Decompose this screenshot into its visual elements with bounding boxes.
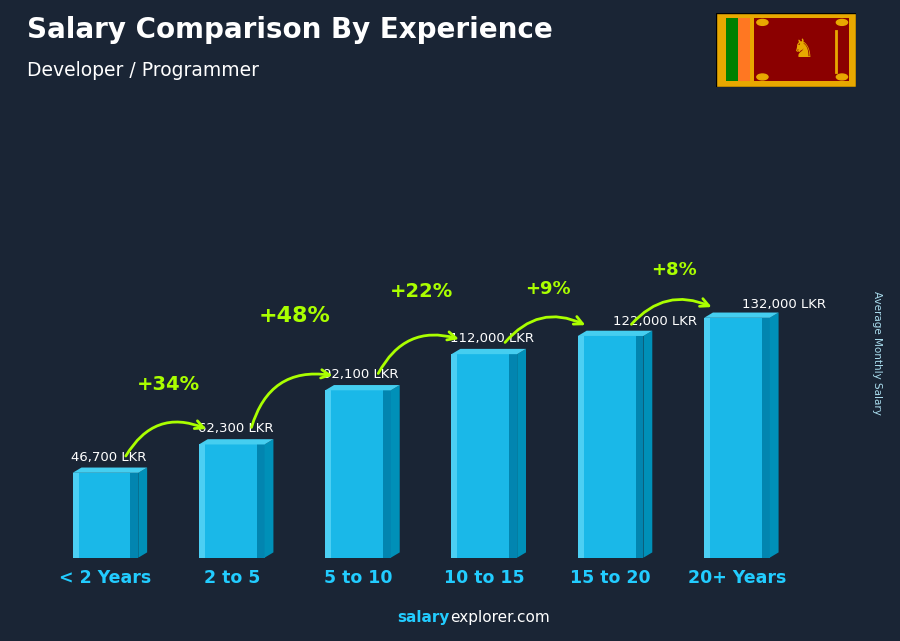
Bar [578,336,644,558]
Text: +34%: +34% [137,375,200,394]
Text: ♞: ♞ [792,38,814,62]
Bar [452,354,457,558]
Text: salary: salary [398,610,450,625]
Text: 132,000 LKR: 132,000 LKR [742,297,826,311]
Bar [704,318,770,558]
Text: 122,000 LKR: 122,000 LKR [613,315,698,328]
Circle shape [836,74,848,80]
Bar [509,354,518,558]
Polygon shape [391,385,400,558]
Bar [738,18,750,81]
Circle shape [836,19,848,26]
Bar [325,390,331,558]
Text: Salary Comparison By Experience: Salary Comparison By Experience [27,16,553,44]
Text: 112,000 LKR: 112,000 LKR [450,332,535,345]
Text: +48%: +48% [259,306,331,326]
Polygon shape [452,349,526,354]
Polygon shape [704,313,778,318]
Text: Developer / Programmer: Developer / Programmer [27,61,259,80]
Bar [704,318,710,558]
Polygon shape [578,331,652,336]
Bar [754,18,849,81]
Text: Average Monthly Salary: Average Monthly Salary [872,290,883,415]
Text: +8%: +8% [651,262,697,279]
Bar [73,473,78,558]
Bar [635,336,644,558]
Bar [130,473,139,558]
Bar [578,336,584,558]
Bar [325,390,391,558]
Bar [762,318,770,558]
Bar [452,354,518,558]
Bar [199,444,265,558]
Bar [73,473,139,558]
Polygon shape [139,467,147,558]
Text: 92,100 LKR: 92,100 LKR [323,368,398,381]
Text: explorer.com: explorer.com [450,610,550,625]
Bar [256,444,265,558]
Polygon shape [770,313,778,558]
Bar [750,18,752,81]
Polygon shape [265,439,274,558]
Text: 62,300 LKR: 62,300 LKR [198,422,274,435]
Circle shape [757,19,768,26]
Bar [726,18,738,81]
Text: +22%: +22% [390,283,453,301]
Bar [383,390,391,558]
Polygon shape [325,385,400,390]
Text: 46,700 LKR: 46,700 LKR [71,451,147,463]
Text: +9%: +9% [525,279,571,297]
FancyBboxPatch shape [716,13,856,87]
Polygon shape [73,467,147,473]
Polygon shape [644,331,652,558]
Bar [199,444,205,558]
Circle shape [757,74,768,80]
Polygon shape [199,439,274,444]
Polygon shape [518,349,526,558]
